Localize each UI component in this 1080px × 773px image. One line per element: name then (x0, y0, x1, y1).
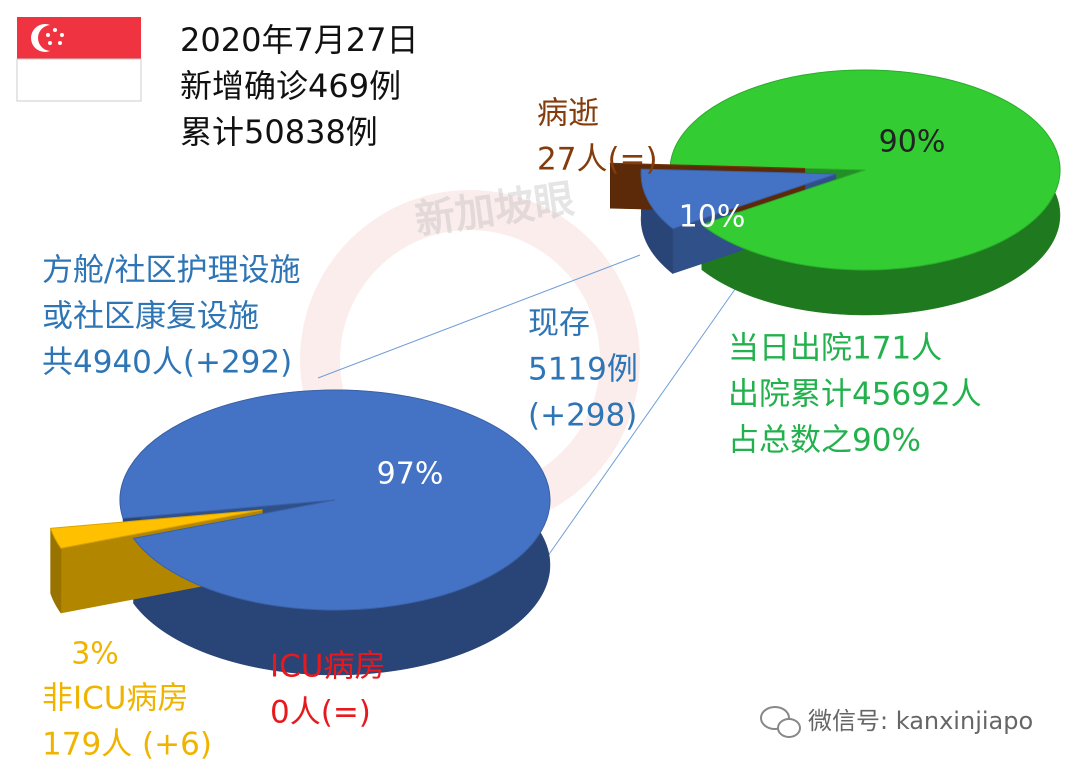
icon-bubble (777, 718, 801, 738)
annotation: 179人 (+6) (42, 727, 212, 763)
slice (640, 168, 837, 230)
flag-moon-cut (38, 25, 64, 51)
slice-label: 97% (377, 457, 444, 492)
star (60, 33, 64, 37)
slice (119, 389, 551, 611)
star (46, 33, 50, 37)
wechat-icon (760, 706, 801, 738)
annotation: 当日出院171人 (728, 331, 942, 367)
pie-tops (609, 69, 1061, 271)
footer: 微信号: kanxinjiapo (808, 707, 1033, 735)
slice-label: 3% (71, 637, 119, 672)
annotation: 出院累计45692人 (728, 377, 982, 413)
flag-stars (46, 28, 64, 45)
annotation: 病逝 (537, 96, 599, 132)
annotation: 方舱/社区护理设施 (42, 253, 300, 289)
star (58, 41, 62, 45)
star (48, 41, 52, 45)
header-new: 新增确诊469例 (180, 67, 401, 105)
connector (317, 254, 641, 379)
annotation: 或社区康复设施 (42, 299, 259, 335)
annotation: 0人(=) (270, 695, 371, 731)
slice-label: 10% (679, 200, 746, 235)
annotation: 共4940人(+292) (42, 345, 292, 381)
annotation: 27人(=) (537, 142, 658, 178)
pie-tops (49, 389, 551, 611)
annotation: (+298) (528, 398, 637, 434)
annotation: 5119例 (528, 352, 638, 388)
annotation: 占总数之90% (728, 423, 921, 459)
flag (16, 17, 142, 102)
star (53, 28, 57, 32)
header-total: 累计50838例 (180, 113, 378, 151)
slice-label: 90% (879, 125, 946, 160)
flag-white (16, 58, 142, 102)
slice (49, 509, 263, 549)
header-date: 2020年7月27日 (180, 21, 419, 59)
annotation: ICU病房 (270, 649, 385, 685)
connector (544, 274, 746, 561)
slice (609, 162, 806, 169)
annotation: 现存 (528, 306, 590, 342)
annotation: 非ICU病房 (42, 681, 188, 717)
pies (49, 69, 1061, 676)
slice (669, 69, 1061, 271)
